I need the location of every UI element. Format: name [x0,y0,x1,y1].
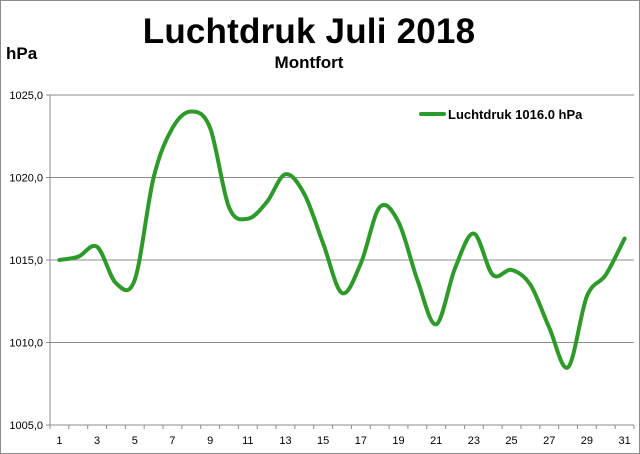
data-point [57,258,61,262]
data-point [585,294,589,298]
data-point [472,232,476,236]
data-point [114,281,118,285]
data-point [528,283,532,287]
legend-label: Luchtdruk 1016.0 hPa [448,107,583,122]
data-point [95,245,99,249]
x-tick-label: 25 [505,435,517,447]
series-line [57,109,627,370]
y-tick-label: 1015,0 [9,255,43,267]
chart-title: Luchtdruk Juli 2018 [142,12,476,51]
data-point [415,278,419,282]
axes [46,94,635,429]
data-point [283,172,287,176]
data-point [510,268,514,272]
x-tick-label: 21 [430,435,442,447]
data-point [340,291,344,295]
data-point [208,126,212,130]
x-tick-label: 29 [581,435,593,447]
data-point [434,322,438,326]
data-point [378,205,382,209]
data-point [265,200,269,204]
x-tick-label: 1 [56,435,62,447]
data-point [189,110,193,114]
data-point [453,266,457,270]
x-tick-label: 23 [468,435,480,447]
data-point [152,176,156,180]
x-tick-label: 5 [132,435,138,447]
legend: Luchtdruk 1016.0 hPa [419,107,583,122]
data-point [170,126,174,130]
x-tick-label: 9 [207,435,213,447]
y-tick-label: 1010,0 [9,338,43,350]
x-tick-label: 27 [543,435,555,447]
data-point [302,192,306,196]
chart-subtitle: Montfort [274,53,344,72]
x-tick-label: 15 [317,435,329,447]
x-tick-label: 13 [279,435,291,447]
series-group [57,109,627,370]
data-point [397,220,401,224]
data-point [604,273,608,277]
y-tick-labels: 1005,0 1010,0 1015,0 1020,0 1025,0 [9,90,43,432]
data-point [359,261,363,265]
data-point [566,365,570,369]
y-tick-label: 1005,0 [9,420,43,432]
x-tick-label: 3 [94,435,100,447]
data-point [133,278,137,282]
data-point [246,217,250,221]
data-point [321,242,325,246]
y-tick-label: 1020,0 [9,173,43,185]
x-tick-label: 11 [242,435,253,447]
data-point [227,205,231,209]
x-tick-label: 17 [355,435,367,447]
data-point [76,255,80,259]
data-point [547,326,551,330]
y-axis-label: hPa [6,44,38,63]
data-point [491,273,495,277]
x-tick-label: 31 [618,435,630,447]
y-tick-label: 1025,0 [9,90,43,102]
data-point [623,237,627,241]
x-tick-labels: 1 3 5 7 9 11 13 15 17 19 21 23 25 27 29 31 [56,435,630,447]
x-tick-label: 7 [169,435,175,447]
x-tick-label: 19 [392,435,404,447]
